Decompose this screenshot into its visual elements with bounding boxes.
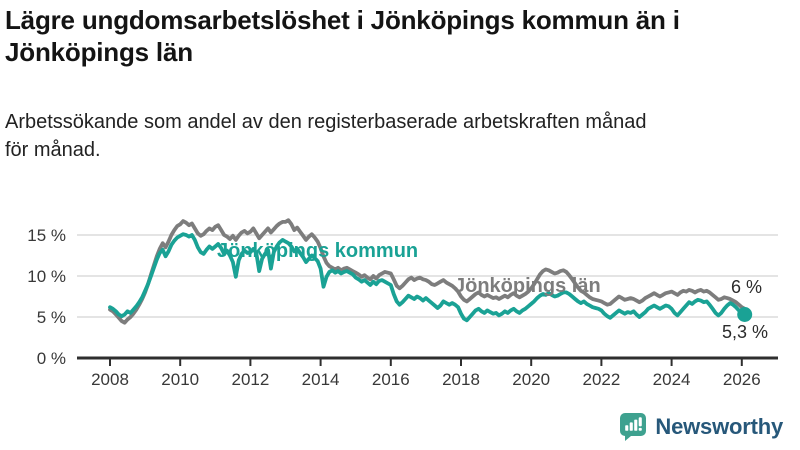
newsworthy-logo: Newsworthy <box>619 412 783 442</box>
series-inline-label-kommun: Jönköpings kommun <box>217 240 419 262</box>
y-tick-label: 15 % <box>27 226 66 245</box>
series-line-j-nk-pings-l-n <box>108 218 747 325</box>
series-inline-label-lan: Jönköpings län <box>454 275 601 297</box>
x-tick-label: 2024 <box>653 370 691 389</box>
y-tick-label: 10 % <box>27 267 66 286</box>
y-tick-label: 5 % <box>37 308 66 327</box>
x-tick-label: 2026 <box>723 370 761 389</box>
x-tick-label: 2022 <box>582 370 620 389</box>
end-value-label-lan: 6 % <box>731 277 763 297</box>
brand-name: Newsworthy <box>655 414 783 439</box>
x-tick-label: 2014 <box>302 370 340 389</box>
x-tick-label: 2020 <box>512 370 550 389</box>
chart-title: Lägre ungdomsarbetslöshet i Jönköpings k… <box>5 5 680 67</box>
x-tick-label: 2016 <box>372 370 410 389</box>
x-tick-label: 2012 <box>231 370 269 389</box>
series-line-j-nk-pings-kommun <box>108 232 747 323</box>
y-tick-label: 0 % <box>37 349 66 368</box>
x-tick-label: 2008 <box>91 370 129 389</box>
end-value-label-kommun: 5,3 % <box>722 322 769 342</box>
x-tick-label: 2018 <box>442 370 480 389</box>
series-end-dot <box>737 307 753 322</box>
line-chart: 0 % 5 % 10 % 15 % 2008 2010 2012 2014 2016 2018 20… <box>27 218 778 389</box>
newsworthy-chart-bubble-icon <box>620 413 647 441</box>
chart-subtitle: Arbetssökande som andel av den registerb… <box>5 111 647 161</box>
x-tick-label: 2010 <box>161 370 199 389</box>
